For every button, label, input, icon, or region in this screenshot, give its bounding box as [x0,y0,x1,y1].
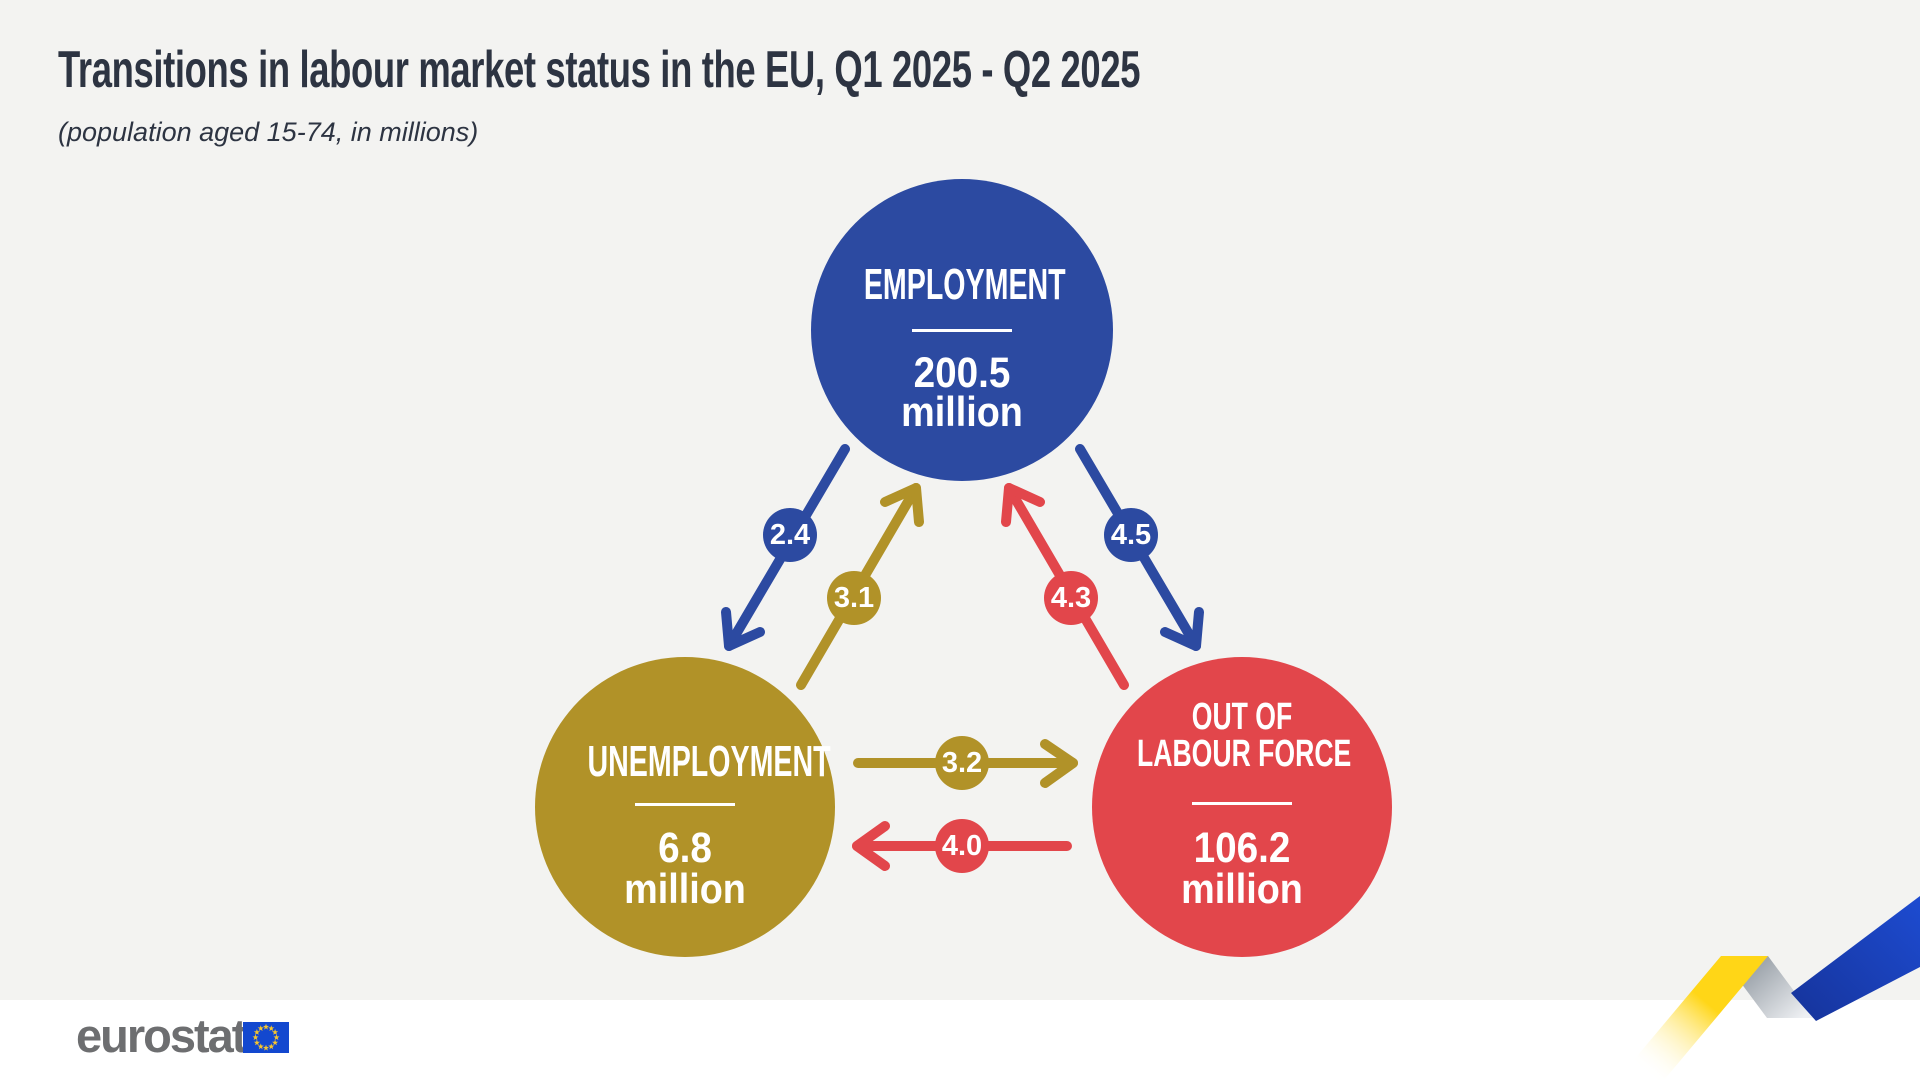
ribbon-blue-band [1791,896,1920,1021]
unemployment-label: UNEMPLOYMENT [587,737,831,786]
node-employment: EMPLOYMENT 200.5 million [811,179,1113,481]
ribbon-yellow-band [1617,956,1768,1080]
footer-strip [0,1000,1920,1080]
eu-flag-stars [252,1023,280,1051]
out-of-labour-force-unit: million [1181,865,1303,912]
divider-line [912,329,1012,332]
flow-value-employment-to-out-of-labour-force: 4.5 [1104,508,1158,562]
page-subtitle: (population aged 15-74, in millions) [58,117,479,147]
page-title: Transitions in labour market status in t… [58,41,1141,99]
node-unemployment: UNEMPLOYMENT 6.8 million [535,657,835,957]
employment-value: 200.5 [913,349,1011,397]
unemployment-unit: million [624,865,746,912]
eurostat-logo-text: eurostat [76,1009,247,1062]
out-of-labour-force-value: 106.2 [1193,824,1291,872]
flow-value-unemployment-to-out-of-labour-force: 3.2 [935,736,989,790]
divider-line [635,803,735,806]
flow-value-employment-to-unemployment: 2.4 [763,508,817,562]
eu-flag-icon [243,1022,289,1053]
divider-line [1192,802,1292,805]
flow-value-out-of-labour-force-to-unemployment: 4.0 [935,819,989,873]
out-of-labour-force-label-line2: LABOUR FORCE [1137,733,1352,775]
out-of-labour-force-label-line1: OUT OF [1191,696,1293,738]
ribbon-decoration [1617,896,1920,1080]
employment-unit: million [901,388,1023,435]
employment-label: EMPLOYMENT [863,260,1066,309]
node-out-of-labour-force: OUT OF LABOUR FORCE 106.2 million [1092,657,1392,957]
flow-value-out-of-labour-force-to-employment: 4.3 [1044,571,1098,625]
unemployment-value: 6.8 [658,824,712,872]
flow-value-unemployment-to-employment: 3.1 [827,571,881,625]
